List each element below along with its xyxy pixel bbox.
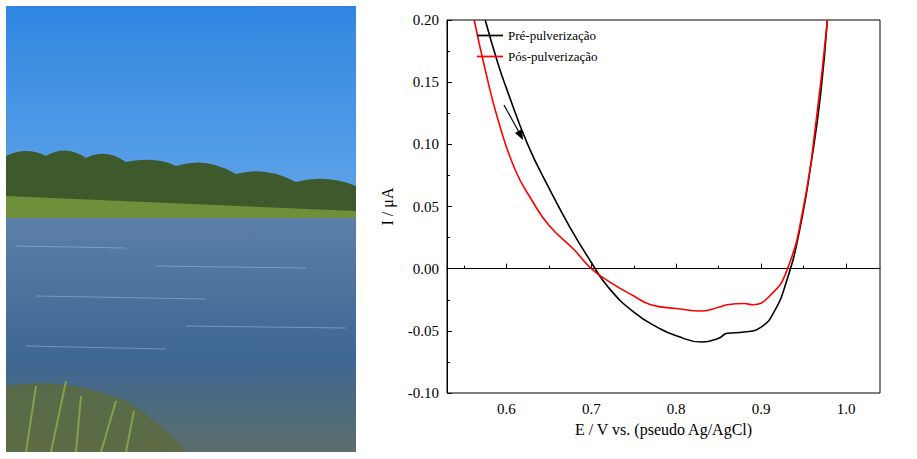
svg-text:0.6: 0.6: [497, 401, 516, 417]
svg-text:0.00: 0.00: [413, 261, 439, 277]
svg-text:0.20: 0.20: [413, 12, 439, 28]
svg-text:0.10: 0.10: [413, 136, 439, 152]
svg-text:0.8: 0.8: [667, 401, 686, 417]
svg-text:1.0: 1.0: [837, 401, 856, 417]
svg-text:0.9: 0.9: [752, 401, 771, 417]
svg-text:Pré-pulverização: Pré-pulverização: [508, 28, 596, 43]
svg-text:I / μA: I / μA: [379, 187, 397, 225]
svg-text:0.15: 0.15: [413, 74, 439, 90]
svg-text:0.7: 0.7: [582, 401, 601, 417]
svg-text:-0.05: -0.05: [408, 323, 439, 339]
svg-text:Pós-pulverização: Pós-pulverização: [508, 49, 598, 64]
svg-text:-0.10: -0.10: [408, 385, 439, 401]
svg-text:0.05: 0.05: [413, 199, 439, 215]
svg-text:E / V vs. (pseudo Ag/AgCl): E / V vs. (pseudo Ag/AgCl): [575, 421, 752, 439]
